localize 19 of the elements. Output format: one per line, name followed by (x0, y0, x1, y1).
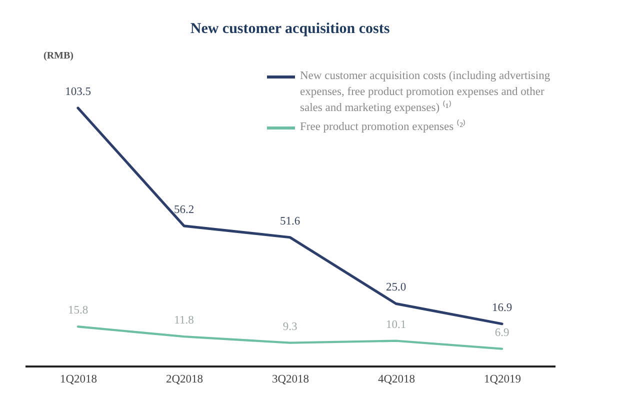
data-label: 56.2 (174, 204, 194, 216)
x-tick-label: 2Q2018 (166, 374, 204, 386)
data-label: 25.0 (386, 282, 406, 294)
data-label: 16.9 (492, 302, 512, 314)
data-label: 9.3 (282, 320, 298, 333)
x-tick-label: 3Q2018 (272, 374, 310, 386)
x-tick-label: 1Q2018 (60, 374, 98, 386)
data-label: 11.8 (174, 314, 194, 327)
data-label: 51.6 (280, 215, 300, 228)
data-label: 103.5 (65, 86, 92, 98)
chart-title: New customer acquisition costs (190, 21, 390, 37)
x-tick-label: 1Q2019 (484, 374, 522, 386)
x-tick-label: 4Q2018 (378, 374, 416, 386)
data-label: 6.9 (494, 326, 510, 339)
legend-label: Free product promotion expenses ⁽²⁾ (300, 119, 466, 133)
data-label: 15.8 (68, 304, 88, 317)
data-label: 10.1 (386, 318, 406, 331)
y-axis-title: (RMB) (44, 50, 74, 62)
legend-label: New customer acquisition costs (including advertising expenses, free product promotion expenses and other sales and marketing expenses) ⁽¹⁾ (300, 70, 550, 114)
